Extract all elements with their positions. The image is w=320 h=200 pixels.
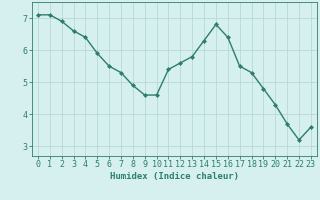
X-axis label: Humidex (Indice chaleur): Humidex (Indice chaleur) (110, 172, 239, 181)
